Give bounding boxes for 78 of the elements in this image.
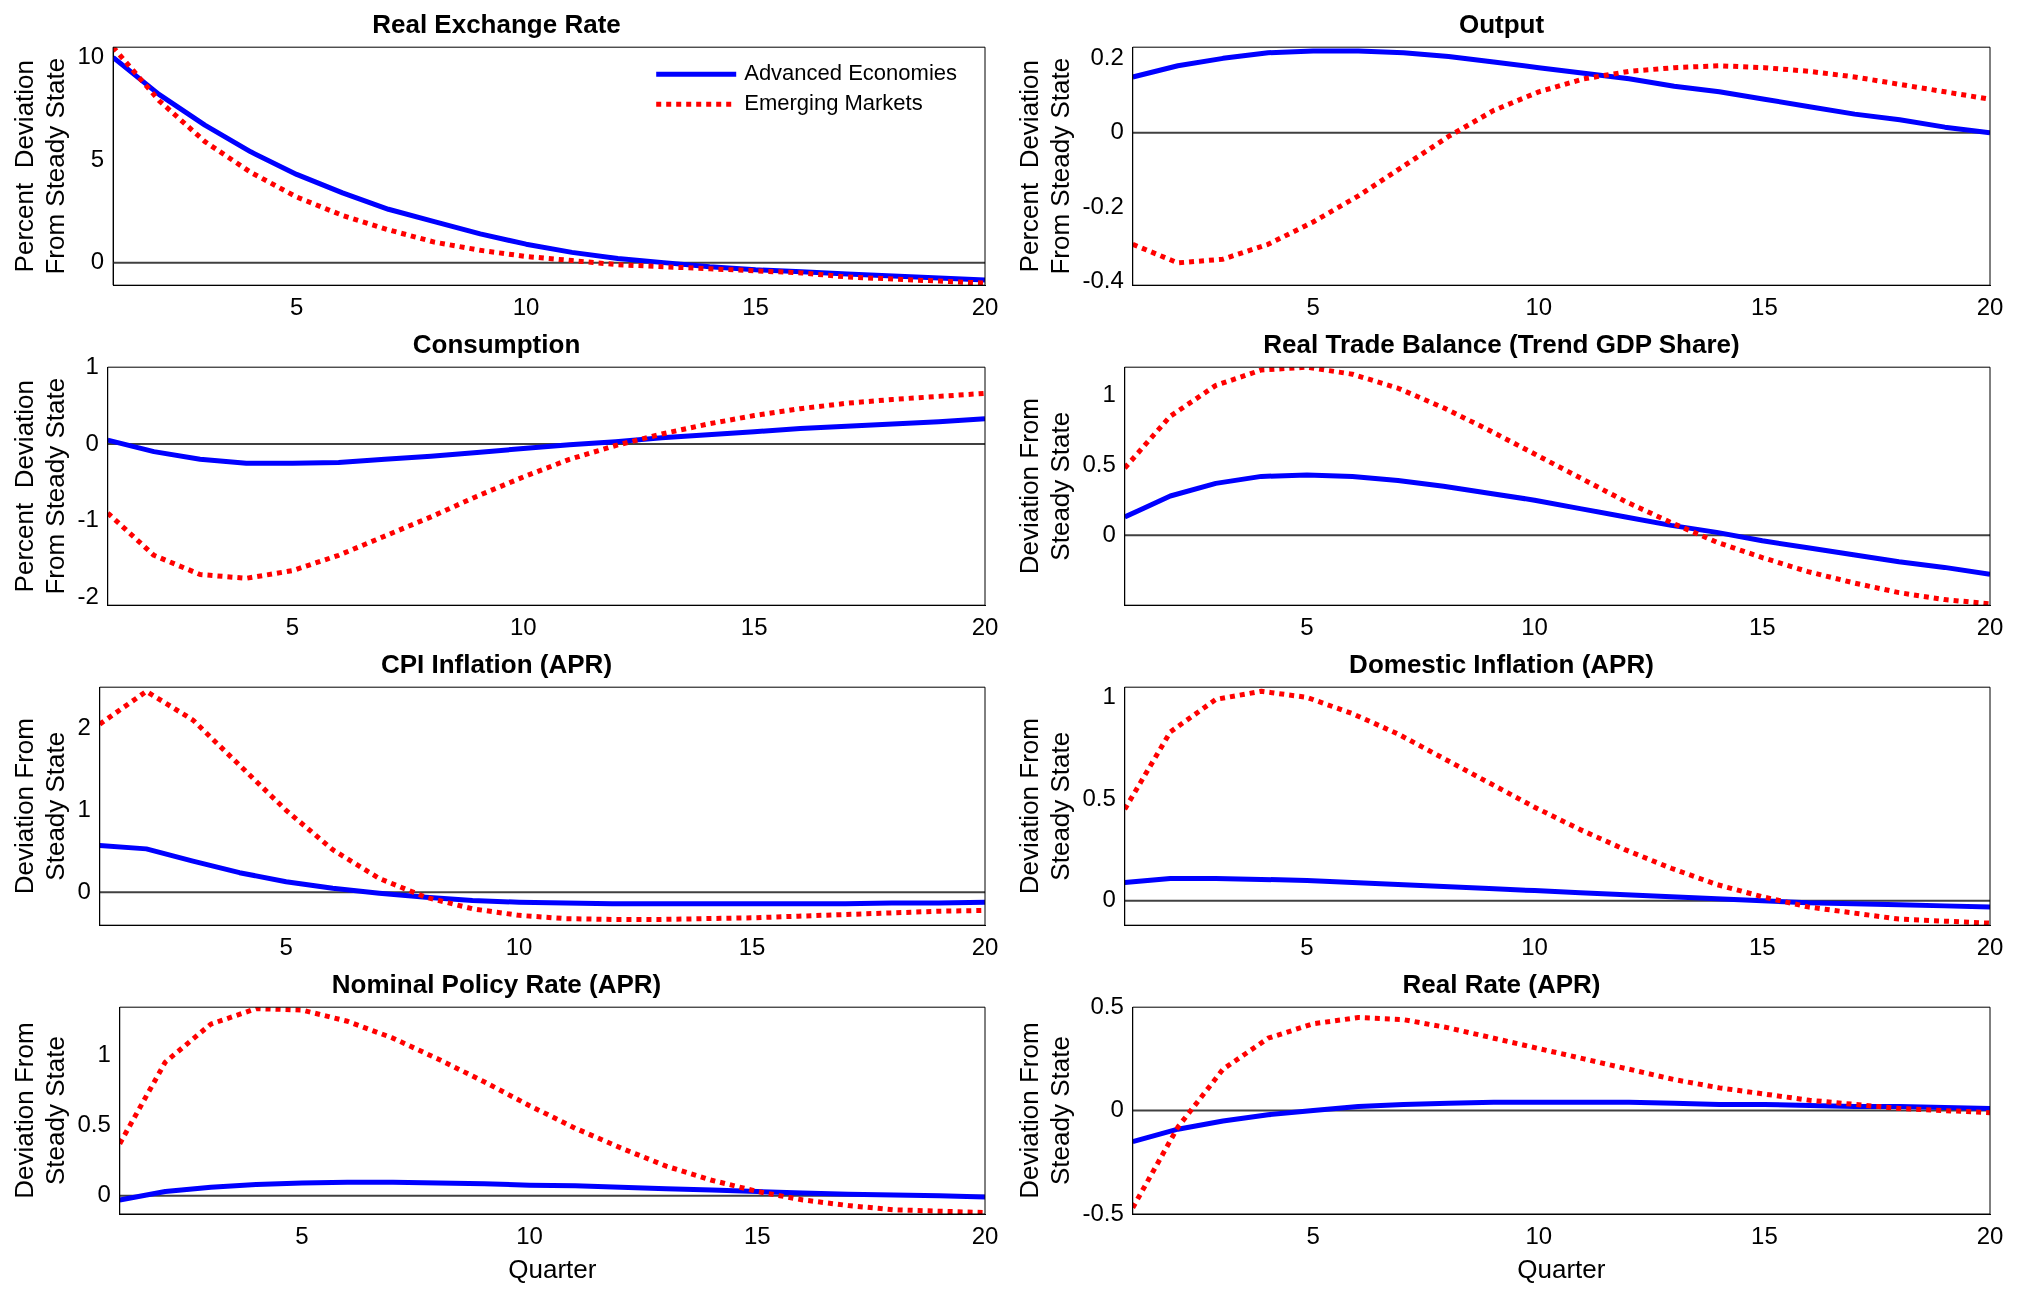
- x-tick-label: 15: [738, 933, 766, 961]
- legend-label: Emerging Markets: [744, 90, 923, 116]
- chart-title: CPI Inflation (APR): [380, 648, 613, 679]
- x-tick-label: 5: [289, 293, 304, 321]
- y-tick-label: 1: [1102, 379, 1116, 407]
- legend-label: Advanced Economies: [744, 60, 957, 86]
- x-tick-label: 20: [1976, 613, 2004, 641]
- y-tick-label: 0: [1110, 117, 1124, 145]
- y-tick-label: 0: [90, 247, 105, 275]
- y-axis-title: Percent Deviation From Steady State: [8, 57, 70, 275]
- x-tick-label: 5: [1306, 293, 1320, 321]
- x-tick-label: 15: [742, 293, 769, 321]
- y-axis-title: Percent Deviation From Steady State: [1013, 57, 1075, 275]
- y-axis-title: Deviation From Steady State: [1013, 718, 1075, 895]
- x-tick-label: 20: [971, 933, 999, 961]
- x-tick-label: 10: [1521, 933, 1548, 961]
- chart-title: Domestic Inflation (APR): [1349, 648, 1654, 679]
- x-tick-label: 5: [279, 933, 293, 961]
- x-tick-label: 15: [740, 613, 768, 641]
- x-tick-label: 10: [509, 613, 537, 641]
- y-tick-label: 2: [77, 712, 91, 740]
- y-axis-title: Deviation From Steady State: [8, 718, 70, 895]
- x-tick-label: 5: [285, 613, 300, 641]
- x-tick-label: 20: [1976, 1222, 2004, 1250]
- y-tick-label: 0: [1102, 885, 1116, 913]
- chart-title: Output: [1458, 8, 1545, 39]
- x-tick-label: 15: [1748, 933, 1776, 961]
- x-tick-label: 10: [516, 1222, 543, 1250]
- y-tick-label: -0.5: [1082, 1198, 1124, 1226]
- x-tick-label: 20: [971, 1222, 999, 1250]
- x-tick-label: 10: [1525, 293, 1553, 321]
- x-tick-label: 5: [1300, 613, 1314, 641]
- y-axis-title: Percent Deviation From Steady State: [8, 377, 70, 595]
- y-tick-label: 0.5: [1082, 783, 1116, 811]
- y-tick-label: 5: [90, 144, 105, 172]
- x-tick-label: 20: [1976, 933, 2004, 961]
- y-tick-label: 0: [1102, 519, 1116, 547]
- y-tick-label: 0.5: [77, 1110, 111, 1137]
- y-tick-label: 10: [77, 42, 105, 70]
- x-tick-label: 15: [1751, 293, 1778, 321]
- x-axis-title: Quarter: [508, 1253, 597, 1284]
- y-tick-label: -0.2: [1082, 191, 1124, 219]
- x-tick-label: 5: [1300, 933, 1314, 961]
- chart-title: Consumption: [412, 328, 581, 359]
- chart-title: Real Exchange Rate: [372, 8, 621, 39]
- x-tick-label: 10: [512, 293, 540, 321]
- x-tick-label: 10: [1521, 613, 1548, 641]
- x-tick-label: 10: [1525, 1222, 1553, 1250]
- y-tick-label: -1: [77, 505, 99, 533]
- x-tick-label: 15: [743, 1222, 771, 1250]
- y-tick-label: 0.5: [1082, 449, 1116, 477]
- x-tick-label: 10: [505, 933, 533, 961]
- chart-title: Real Trade Balance (Trend GDP Share): [1263, 328, 1740, 359]
- x-tick-label: 15: [1748, 613, 1776, 641]
- y-tick-label: -0.4: [1082, 266, 1124, 294]
- y-tick-label: 0.5: [1090, 991, 1124, 1019]
- x-tick-label: 5: [295, 1222, 309, 1250]
- chart-title: Real Rate (APR): [1402, 968, 1601, 999]
- y-tick-label: 1: [1102, 682, 1116, 709]
- x-tick-label: 20: [971, 613, 999, 641]
- y-tick-label: 0.2: [1090, 42, 1124, 70]
- x-tick-label: 20: [1976, 293, 2004, 321]
- y-tick-label: 0: [97, 1180, 111, 1208]
- y-tick-label: 1: [85, 351, 99, 379]
- y-tick-label: -2: [77, 582, 99, 610]
- y-tick-label: 1: [97, 1039, 111, 1067]
- y-tick-label: 0: [1110, 1095, 1124, 1123]
- y-axis-title: Deviation From Steady State: [1013, 1022, 1075, 1199]
- y-tick-label: 1: [77, 794, 91, 822]
- y-tick-label: 0: [85, 428, 99, 456]
- x-axis-title: Quarter: [1517, 1253, 1606, 1284]
- x-tick-label: 5: [1306, 1222, 1320, 1250]
- y-axis-title: Deviation From Steady State: [8, 1022, 70, 1199]
- y-axis-title: Deviation From Steady State: [1013, 398, 1075, 575]
- x-tick-label: 15: [1751, 1222, 1778, 1250]
- y-tick-label: 0: [77, 877, 91, 904]
- chart-title: Nominal Policy Rate (APR): [331, 968, 662, 999]
- x-tick-label: 20: [971, 293, 999, 321]
